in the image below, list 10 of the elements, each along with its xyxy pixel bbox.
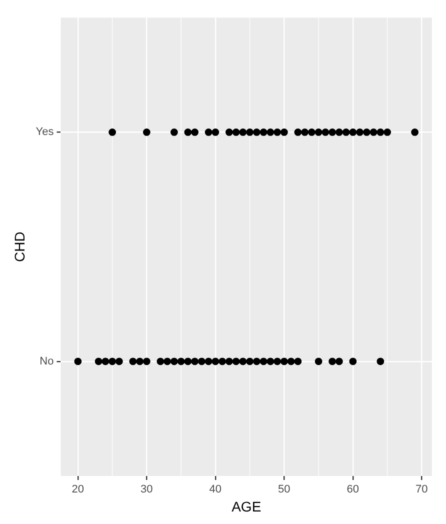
x-tick-label: 40	[209, 484, 222, 496]
x-tick-label: 30	[140, 484, 153, 496]
x-axis-title: AGE	[232, 498, 262, 514]
y-tick-label: No	[40, 355, 54, 368]
x-tick-label: 60	[346, 484, 360, 496]
x-tick-label: 50	[278, 484, 290, 496]
y-axis-title: CHD	[11, 232, 28, 262]
x-tick-label: 70	[416, 484, 428, 496]
x-tick-label: 20	[72, 484, 84, 496]
y-tick-label: Yes	[36, 126, 54, 138]
